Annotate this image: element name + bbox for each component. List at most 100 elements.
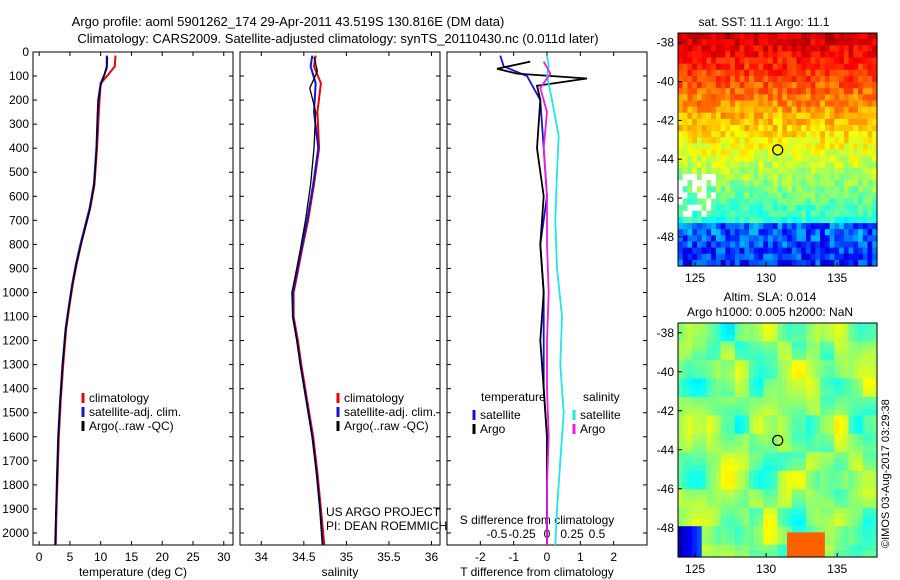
sst-cell	[706, 45, 712, 52]
sst-cell	[678, 192, 684, 200]
sla-cell	[730, 538, 736, 546]
sst-cell	[843, 33, 850, 40]
sla-cell	[692, 507, 698, 515]
sst-cell	[782, 210, 788, 218]
sst-cell	[782, 235, 788, 243]
sla-cell	[853, 396, 859, 404]
sst-cell	[687, 106, 693, 114]
sla-cell	[744, 464, 750, 472]
sla-cell	[829, 403, 835, 410]
sst-cell	[872, 210, 878, 218]
sst-cell	[725, 192, 731, 200]
sla-cell	[810, 372, 817, 380]
sst-cell	[772, 161, 779, 169]
sst-cell	[692, 124, 698, 132]
sst-cell	[786, 88, 793, 95]
sla-cell	[758, 550, 764, 558]
sst-cell	[720, 39, 726, 46]
sla-cell	[777, 409, 783, 416]
sst-cell	[739, 82, 745, 89]
sla-cell	[791, 532, 798, 540]
sst-cell	[858, 186, 864, 194]
sst-cell	[678, 235, 684, 243]
sst-cell	[768, 216, 774, 224]
sst-cell	[772, 174, 779, 181]
sla-cell	[801, 359, 807, 367]
sst-cell	[824, 210, 831, 218]
sst-cell	[763, 131, 769, 138]
sla-cell	[682, 329, 689, 336]
sst-cell	[834, 155, 840, 163]
sst-cell	[753, 88, 760, 95]
sst-cell	[782, 69, 788, 77]
sla-cell	[725, 347, 731, 355]
sst-cell	[758, 82, 764, 89]
sst-cell	[678, 106, 684, 114]
sla-cell	[753, 489, 760, 497]
sst-cell	[782, 247, 788, 255]
sst-cell	[692, 118, 698, 126]
sst-cell	[678, 69, 684, 77]
sst-cell	[692, 45, 698, 52]
sla-cell	[843, 427, 850, 435]
sla-cell	[796, 532, 802, 540]
sla-cell	[843, 341, 850, 349]
sla-cell	[834, 427, 840, 435]
sla-cell	[839, 396, 845, 404]
sst-cell	[682, 247, 689, 255]
sst-cell	[858, 88, 864, 95]
sla-cell	[810, 433, 817, 441]
sla-cell	[734, 433, 741, 441]
sla-cell	[730, 341, 736, 349]
sst-cell	[706, 149, 712, 157]
temp-legend-label: satellite-adj. clim.	[89, 405, 181, 419]
sst-cell	[696, 186, 703, 194]
sst-cell	[867, 45, 873, 52]
sla-cell	[772, 507, 779, 515]
sla-cell	[744, 458, 750, 466]
sst-cell	[777, 186, 783, 194]
sla-cell	[810, 501, 817, 509]
depth-tick-label: 400	[9, 141, 29, 155]
sst-cell	[678, 63, 684, 71]
sst-cell	[696, 45, 703, 52]
sst-cell	[820, 235, 826, 243]
sla-cell	[858, 366, 864, 373]
sst-cell	[678, 33, 684, 40]
sst-cell	[777, 229, 783, 236]
sst-cell	[687, 216, 693, 224]
sla-cell	[706, 378, 712, 386]
sst-cell	[858, 247, 864, 255]
sla-cell	[872, 526, 878, 533]
sst-cell	[706, 192, 712, 200]
sst-cell	[749, 155, 755, 163]
sla-cell	[824, 483, 831, 490]
sst-cell	[678, 137, 684, 144]
sst-cell	[867, 51, 873, 59]
sst-cell	[749, 112, 755, 120]
sla-cell	[701, 390, 708, 398]
sla-cell	[715, 550, 722, 558]
sla-cell	[820, 390, 826, 398]
sla-cell	[758, 396, 764, 404]
sst-cell	[715, 192, 722, 200]
depth-tick-label: 1300	[2, 358, 29, 372]
sla-cell	[858, 403, 864, 410]
sst-cell	[715, 112, 722, 120]
sla-cell	[715, 458, 722, 466]
sla-cell	[768, 495, 774, 503]
sla-cell	[829, 353, 835, 361]
sla-cell	[706, 421, 712, 429]
sla-cell	[843, 409, 850, 416]
sst-cell	[843, 57, 850, 65]
sst-cell	[725, 149, 731, 157]
sla-cell	[706, 550, 712, 558]
sla-cell	[777, 544, 783, 552]
sst-cell	[772, 63, 779, 71]
sla-cell	[777, 440, 783, 447]
sla-cell	[810, 396, 817, 404]
sla-cell	[730, 483, 736, 490]
sst-cell	[744, 253, 750, 261]
sst-cell	[753, 112, 760, 120]
sla-cell	[696, 501, 703, 509]
